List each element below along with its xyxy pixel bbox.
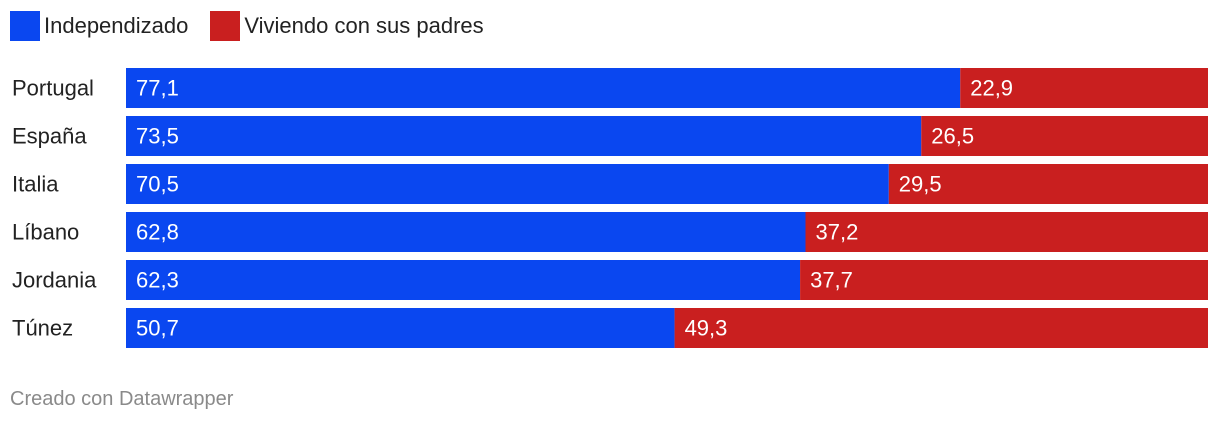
legend-label-independizado: Independizado [44,13,189,38]
value-label-viviendo-con-sus-padres-portugal: 22,9 [970,76,1013,101]
bar-viviendo-con-sus-padres-jordania [800,260,1208,300]
bar-independizado-italia [126,164,889,204]
category-label-jordania: Jordania [12,268,97,293]
value-label-independizado-italia: 70,5 [136,172,179,197]
value-label-viviendo-con-sus-padres-tunez: 49,3 [685,316,728,341]
category-label-portugal: Portugal [12,76,94,101]
value-label-independizado-jordania: 62,3 [136,268,179,293]
value-label-independizado-espana: 73,5 [136,124,179,149]
value-label-viviendo-con-sus-padres-espana: 26,5 [931,124,974,149]
legend-swatch-viviendo-con-sus-padres [210,11,241,41]
bar-viviendo-con-sus-padres-libano [805,212,1208,252]
legend-item-independizado: Independizado [10,11,188,41]
chart-legend: Independizado Viviendo con sus padres [10,10,506,42]
category-label-libano: Líbano [12,220,79,245]
bar-viviendo-con-sus-padres-espana [921,116,1208,156]
bar-independizado-espana [126,116,922,156]
legend-swatch-independizado [10,11,40,41]
category-label-tunez: Túnez [12,316,73,341]
value-label-viviendo-con-sus-padres-libano: 37,2 [815,220,858,245]
category-label-italia: Italia [12,172,59,197]
datawrapper-credit: Creado con Datawrapper [10,388,234,410]
bar-independizado-portugal [126,68,961,108]
value-label-independizado-portugal: 77,1 [136,76,179,101]
bar-viviendo-con-sus-padres-portugal [960,68,1208,108]
legend-item-viviendo-con-sus-padres: Viviendo con sus padres [210,11,484,41]
category-label-espana: España [12,124,87,149]
value-label-viviendo-con-sus-padres-jordania: 37,7 [810,268,853,293]
value-label-viviendo-con-sus-padres-italia: 29,5 [899,172,942,197]
bar-viviendo-con-sus-padres-italia [888,164,1208,204]
bar-independizado-libano [126,212,806,252]
value-label-independizado-tunez: 50,7 [136,316,179,341]
value-label-independizado-libano: 62,8 [136,220,179,245]
stacked-bar-chart: Portugal 77,1 22,9 España 73,5 26,5 Italia 70,5… [12,68,1208,348]
legend-label-viviendo-con-sus-padres: Viviendo con sus padres [244,13,484,38]
bar-independizado-jordania [126,260,801,300]
bar-independizado-tunez [126,308,675,348]
bar-viviendo-con-sus-padres-tunez [674,308,1208,348]
